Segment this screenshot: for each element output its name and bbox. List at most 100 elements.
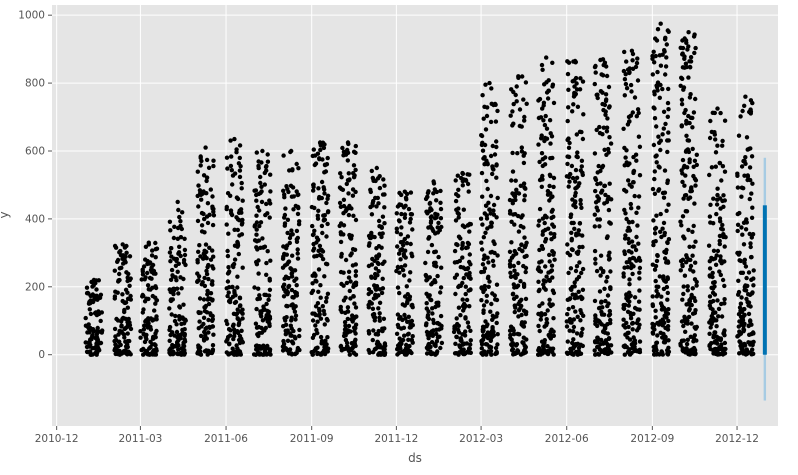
data-point <box>512 268 517 273</box>
data-point <box>254 192 259 198</box>
data-point <box>598 253 604 258</box>
data-point <box>626 249 632 254</box>
data-point <box>569 320 574 325</box>
x-tick-label: 2012-09 <box>630 433 674 445</box>
data-point <box>709 129 714 135</box>
data-point <box>351 294 356 299</box>
data-point <box>467 259 472 265</box>
data-point <box>283 322 289 327</box>
data-point <box>325 291 331 296</box>
data-point <box>345 158 350 163</box>
data-point <box>621 306 626 311</box>
data-point <box>408 216 413 222</box>
data-point <box>712 132 717 137</box>
data-point <box>483 319 488 324</box>
data-point <box>115 318 121 323</box>
data-point <box>115 257 121 263</box>
data-point <box>147 346 152 351</box>
data-point <box>537 247 542 253</box>
data-point <box>604 97 609 102</box>
data-point <box>537 177 543 183</box>
data-point <box>543 239 548 244</box>
data-point <box>436 300 441 305</box>
data-point <box>635 56 640 61</box>
data-point <box>154 314 159 319</box>
data-point <box>225 337 230 342</box>
data-point <box>580 343 585 349</box>
data-point <box>662 337 667 342</box>
data-point <box>404 284 409 289</box>
data-point <box>536 142 541 147</box>
data-point <box>451 329 457 335</box>
data-point <box>346 191 351 196</box>
data-point <box>636 255 642 261</box>
data-point <box>684 302 689 307</box>
data-point <box>721 193 726 198</box>
data-point <box>593 352 598 357</box>
data-point <box>240 316 245 321</box>
data-point <box>606 207 612 213</box>
data-point <box>632 193 637 199</box>
data-point <box>318 295 323 300</box>
data-point <box>661 286 667 292</box>
data-point <box>294 189 299 194</box>
data-point <box>694 162 699 168</box>
data-point <box>596 163 601 169</box>
data-point <box>225 253 231 259</box>
data-point <box>463 329 468 334</box>
data-point <box>125 344 130 350</box>
data-point <box>141 352 146 357</box>
data-point <box>145 270 150 276</box>
data-point <box>235 274 240 279</box>
data-point <box>485 255 490 260</box>
data-point <box>199 223 205 228</box>
data-point <box>229 168 234 173</box>
data-point <box>264 168 269 173</box>
data-point <box>410 334 415 339</box>
data-point <box>722 169 728 174</box>
data-point <box>291 194 296 199</box>
data-point <box>395 244 400 249</box>
data-point <box>230 323 236 329</box>
data-point <box>350 193 356 198</box>
data-point <box>366 305 371 310</box>
data-point <box>548 156 553 161</box>
data-point <box>597 217 603 222</box>
data-point <box>439 224 444 230</box>
data-point <box>376 252 382 257</box>
data-point <box>180 210 185 215</box>
data-point <box>665 290 670 296</box>
data-point <box>210 324 215 329</box>
data-point <box>266 297 271 302</box>
data-point <box>566 270 571 276</box>
data-point <box>537 218 542 223</box>
data-point <box>624 260 629 265</box>
data-point <box>551 329 556 334</box>
data-point <box>635 223 640 228</box>
data-point <box>493 345 499 351</box>
data-point <box>549 237 554 242</box>
data-point <box>409 337 414 343</box>
data-point <box>549 333 555 339</box>
data-point <box>626 324 631 330</box>
data-point <box>372 347 377 352</box>
data-point <box>595 208 600 213</box>
data-point <box>656 134 661 139</box>
data-point <box>174 286 180 291</box>
data-point <box>738 114 743 119</box>
data-point <box>198 163 203 168</box>
data-point <box>546 277 552 283</box>
data-point <box>455 173 460 178</box>
data-point <box>625 265 630 270</box>
data-point <box>721 331 726 336</box>
data-point <box>324 200 329 206</box>
x-tick-label: 2011-06 <box>204 433 248 445</box>
data-point <box>710 257 716 262</box>
data-point <box>713 137 718 142</box>
data-point <box>578 168 583 173</box>
data-point <box>523 269 528 275</box>
data-point <box>264 272 269 277</box>
data-point <box>488 348 494 354</box>
data-point <box>524 253 529 259</box>
data-point <box>140 292 145 298</box>
